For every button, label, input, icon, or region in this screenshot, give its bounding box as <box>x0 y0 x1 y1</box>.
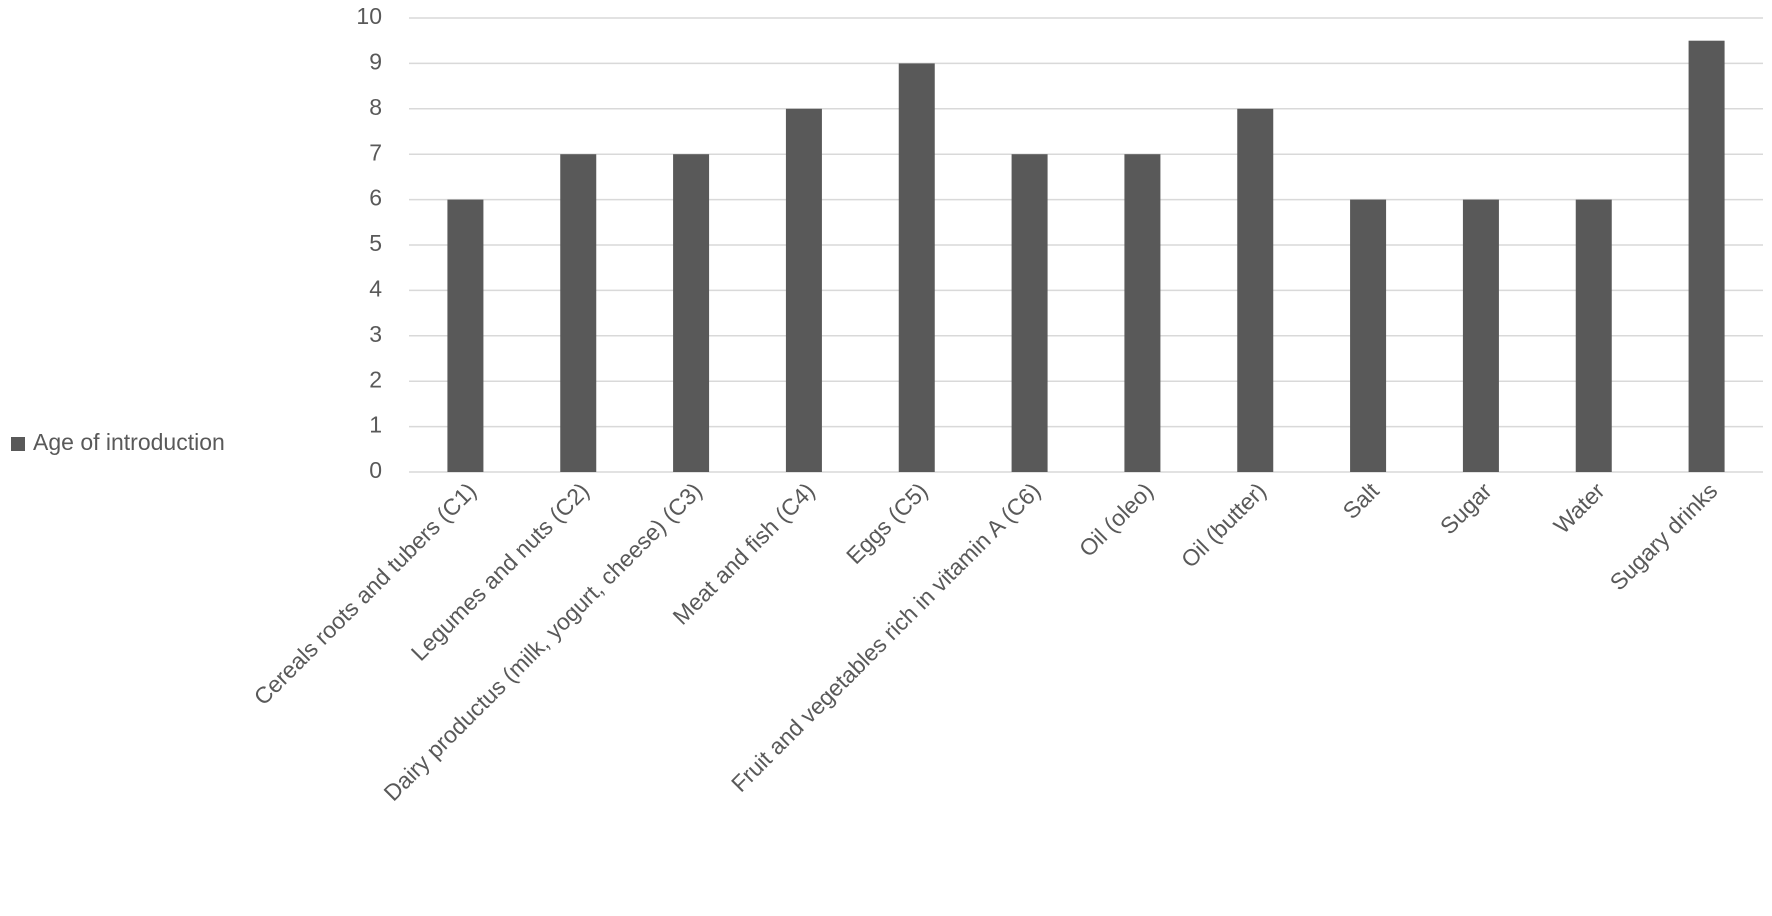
y-tick-label: 1 <box>369 412 382 438</box>
y-tick-label: 0 <box>369 457 382 483</box>
y-tick-label: 8 <box>369 94 382 120</box>
x-tick-label: Oil (butter) <box>1176 477 1271 572</box>
bar <box>898 63 935 473</box>
y-tick-label: 7 <box>369 139 382 165</box>
bar <box>560 154 597 472</box>
x-tick-label: Sugary drinks <box>1605 477 1723 595</box>
y-tick-label: 10 <box>356 3 382 29</box>
x-tick-label: Cereals roots and tubers (C1) <box>249 477 482 710</box>
bar <box>1575 199 1612 472</box>
bar <box>1124 154 1161 472</box>
bar <box>1462 199 1499 472</box>
legend-swatch <box>11 437 25 451</box>
x-tick-label: Oil (oleo) <box>1074 477 1158 561</box>
bar <box>1688 40 1725 472</box>
bar <box>447 199 484 472</box>
bar <box>673 154 710 472</box>
bar <box>1350 199 1387 472</box>
y-tick-label: 6 <box>369 185 382 211</box>
legend-label: Age of introduction <box>33 429 225 455</box>
y-tick-label: 4 <box>369 275 382 301</box>
bar <box>1011 154 1048 472</box>
bar <box>785 108 822 473</box>
y-tick-label: 5 <box>369 230 382 256</box>
x-tick-label: Salt <box>1338 477 1385 524</box>
x-tick-label: Water <box>1548 477 1609 538</box>
y-tick-label: 9 <box>369 48 382 74</box>
bar <box>1237 108 1274 473</box>
y-tick-label: 3 <box>369 321 382 347</box>
x-tick-label: Eggs (C5) <box>841 477 933 569</box>
x-tick-label: Sugar <box>1435 477 1497 539</box>
y-tick-label: 2 <box>369 366 382 392</box>
